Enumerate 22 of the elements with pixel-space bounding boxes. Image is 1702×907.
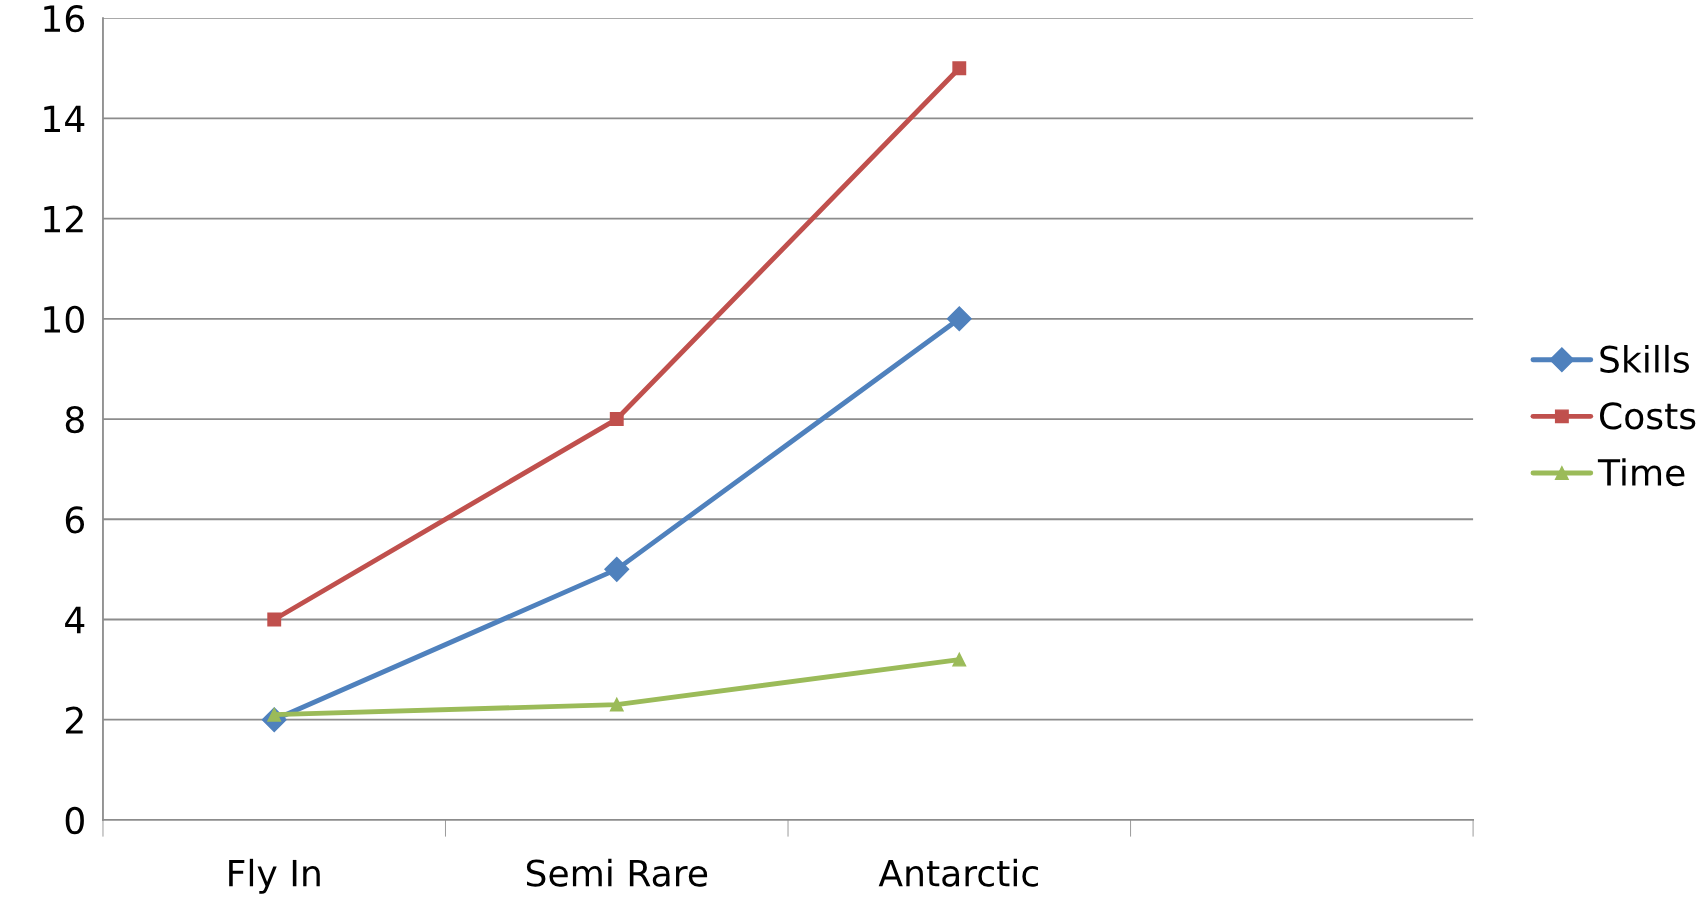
point <box>952 61 967 76</box>
y-tick-label: 14 <box>44 105 85 133</box>
y-tick-label: 2 <box>65 706 83 734</box>
x-tick-label: Fly In <box>229 858 320 894</box>
x-tick-label: Semi Rare <box>526 858 708 887</box>
x-tick-label: Antarctic <box>878 858 1038 887</box>
legend-label: Costs <box>1600 402 1696 430</box>
point <box>609 697 624 712</box>
y-tick-label: 4 <box>65 606 85 634</box>
point <box>952 652 967 667</box>
legend-label: Skills <box>1600 344 1689 373</box>
y-tick-label: 8 <box>65 405 84 434</box>
y-tick-label: 6 <box>65 506 85 534</box>
point <box>267 612 282 627</box>
legend-label: Time <box>1597 458 1685 487</box>
point <box>604 556 630 582</box>
y-tick-label: 10 <box>44 305 84 334</box>
y-tick-label: 12 <box>44 205 83 233</box>
point <box>946 306 972 332</box>
y-tick-label: 16 <box>44 5 85 33</box>
y-tick-label: 0 <box>65 806 84 835</box>
point <box>609 412 624 426</box>
